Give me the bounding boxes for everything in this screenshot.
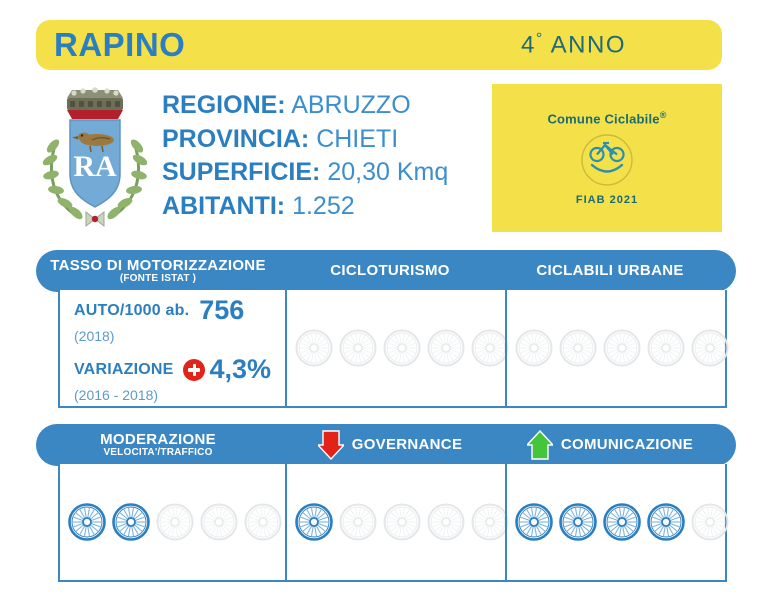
fact-value: ABRUZZO bbox=[291, 91, 411, 119]
bar-subtitle: (FONTE ISTAT ) bbox=[119, 272, 197, 284]
fact-key: SUPERFICIE: bbox=[162, 158, 321, 186]
fact-value: 1.252 bbox=[292, 191, 355, 220]
year-word: ANNO bbox=[550, 31, 626, 59]
bar-cell-tasso-motorizzazione: TASSO DI MOTORIZZAZIONE (FONTE ISTAT ) bbox=[36, 250, 280, 292]
bar-title: CICLOTURISMO bbox=[330, 262, 450, 280]
panel-col-tasso-motorizzazione: AUTO/1000 ab. 756 (2018) VARIAZIONE 4,3%… bbox=[60, 290, 285, 406]
fact-key: REGIONE: bbox=[162, 91, 286, 119]
wheel-icon bbox=[339, 503, 377, 541]
identity-section: RA REGIONE: ABRUZZO PROVINCIA: CHIETI SU… bbox=[36, 80, 722, 238]
rating-wheels-comunicazione bbox=[507, 501, 731, 543]
panel-col-comunicazione bbox=[505, 464, 729, 580]
degree-symbol: ° bbox=[535, 30, 544, 48]
crest-monogram: RA bbox=[73, 150, 117, 183]
bar-title: GOVERNANCE bbox=[351, 436, 463, 454]
fact-key: ABITANTI: bbox=[162, 191, 286, 220]
wheel-icon bbox=[471, 503, 509, 541]
panel-col-governance bbox=[285, 464, 509, 580]
stat-value: 756 bbox=[199, 295, 245, 325]
wheel-icon bbox=[603, 329, 641, 367]
wheel-icon bbox=[339, 329, 377, 367]
wheel-icon bbox=[295, 503, 333, 541]
year-number: 4 bbox=[521, 31, 536, 59]
fiab-badge-title-text: Comune Ciclabile bbox=[547, 111, 660, 127]
wheel-icon bbox=[427, 329, 465, 367]
wheel-icon bbox=[156, 503, 194, 541]
bar-cell-cicloturismo: CICLOTURISMO bbox=[280, 250, 500, 292]
section-bar-row-2: MODERAZIONE VELOCITA'/TRAFFICO GOVERNANC… bbox=[36, 424, 736, 466]
wheel-icon bbox=[559, 329, 597, 367]
stat-note: (2018) bbox=[74, 328, 115, 344]
header-banner: RAPINO 4° ANNO bbox=[36, 20, 722, 70]
year-badge: 4° ANNO bbox=[521, 31, 626, 60]
panel-col-ciclabili-urbane bbox=[505, 290, 729, 406]
wheel-icon bbox=[515, 329, 553, 367]
bar-cell-ciclabili-urbane: CICLABILI URBANE bbox=[500, 250, 720, 292]
bar-subtitle: VELOCITA'/TRAFFICO bbox=[103, 446, 213, 458]
bar-title: TASSO DI MOTORIZZAZIONE bbox=[50, 256, 266, 274]
section-bar-row-1: TASSO DI MOTORIZZAZIONE (FONTE ISTAT ) C… bbox=[36, 250, 736, 292]
plus-circle-icon bbox=[183, 358, 206, 381]
wheel-icon bbox=[647, 329, 685, 367]
fact-key: PROVINCIA: bbox=[162, 124, 310, 153]
stat-label: VARIAZIONE bbox=[74, 360, 174, 378]
wheel-icon bbox=[383, 503, 421, 541]
facts-list: REGIONE: ABRUZZO PROVINCIA: CHIETI SUPER… bbox=[162, 90, 448, 221]
fiab-badge-title: Comune Ciclabile® bbox=[547, 110, 666, 126]
registered-mark: ® bbox=[659, 109, 667, 120]
wheel-icon bbox=[691, 329, 729, 367]
stat-note: (2016 - 2018) bbox=[74, 387, 159, 403]
wheel-icon bbox=[691, 503, 729, 541]
fiab-badge: Comune Ciclabile® FIAB 2021 bbox=[492, 84, 722, 232]
fact-value: 20,30 Kmq bbox=[327, 158, 449, 186]
stat-label: AUTO/1000 ab. bbox=[74, 301, 190, 319]
rating-wheels-moderazione bbox=[60, 501, 284, 543]
panel-row-1: AUTO/1000 ab. 756 (2018) VARIAZIONE 4,3%… bbox=[58, 290, 729, 408]
stat-row-variazione: VARIAZIONE 4,3% (2016 - 2018) bbox=[74, 354, 271, 403]
rating-wheels-governance bbox=[287, 501, 511, 543]
bar-cell-moderazione: MODERAZIONE VELOCITA'/TRAFFICO bbox=[36, 424, 280, 466]
wheel-icon bbox=[427, 503, 465, 541]
panel-col-cicloturismo bbox=[285, 290, 509, 406]
fact-row-abitanti: ABITANTI: 1.252 bbox=[162, 191, 448, 222]
fact-row-superficie: SUPERFICIE: 20,30 Kmq bbox=[162, 157, 448, 188]
panel-col-moderazione bbox=[60, 464, 285, 580]
page-title: RAPINO bbox=[54, 26, 186, 63]
smiley-bike-icon bbox=[581, 134, 633, 186]
panel-row-2 bbox=[58, 464, 729, 582]
coat-of-arms-icon: RA bbox=[42, 87, 148, 228]
wheel-icon bbox=[244, 503, 282, 541]
bar-title: CICLABILI URBANE bbox=[536, 262, 684, 280]
stat-value: 4,3% bbox=[209, 354, 272, 384]
wheel-icon bbox=[383, 329, 421, 367]
wheel-icon bbox=[200, 503, 238, 541]
stat-row-auto-per-1000: AUTO/1000 ab. 756 (2018) bbox=[74, 295, 271, 344]
bar-cell-comunicazione: COMUNICAZIONE bbox=[500, 424, 720, 466]
wheel-icon bbox=[295, 329, 333, 367]
bar-title: MODERAZIONE bbox=[100, 430, 216, 448]
wheel-icon bbox=[68, 503, 106, 541]
motorization-stats: AUTO/1000 ab. 756 (2018) VARIAZIONE 4,3%… bbox=[60, 283, 271, 413]
bar-cell-governance: GOVERNANCE bbox=[280, 424, 500, 466]
fiab-badge-year: FIAB 2021 bbox=[575, 194, 639, 207]
fact-value: CHIETI bbox=[316, 124, 399, 153]
rating-wheels-cicloturismo bbox=[287, 327, 511, 369]
fact-row-regione: REGIONE: ABRUZZO bbox=[162, 90, 448, 121]
rating-wheels-ciclabili-urbane bbox=[507, 327, 731, 369]
wheel-icon bbox=[559, 503, 597, 541]
wheel-icon bbox=[647, 503, 685, 541]
fact-row-provincia: PROVINCIA: CHIETI bbox=[162, 124, 448, 155]
wheel-icon bbox=[112, 503, 150, 541]
arrow-down-icon bbox=[317, 430, 344, 460]
wheel-icon bbox=[603, 503, 641, 541]
bar-title: COMUNICAZIONE bbox=[560, 436, 694, 454]
arrow-up-icon bbox=[526, 430, 553, 460]
wheel-icon bbox=[515, 503, 553, 541]
